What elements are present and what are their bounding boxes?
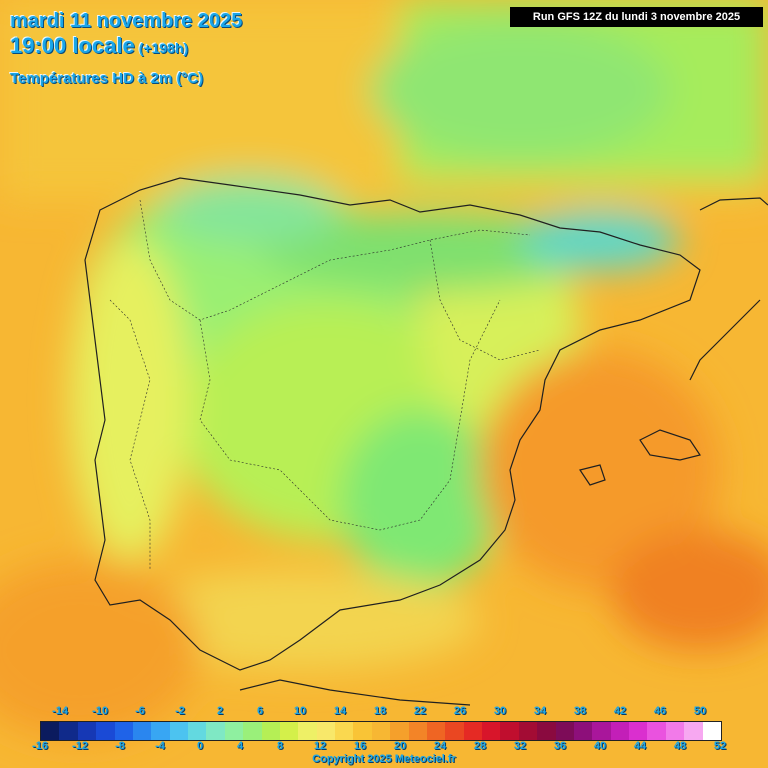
color-scale-swatch [482,722,501,740]
color-scale-tick-bottom: 16 [353,740,367,752]
color-scale-swatch [335,722,354,740]
color-scale-tick-top: 42 [613,705,627,717]
color-scale-tick-bottom: 28 [473,740,487,752]
color-scale-swatch [408,722,427,740]
color-scale-swatch [573,722,593,740]
color-scale-tick-top: -6 [135,705,145,717]
forecast-variable: Températures HD à 2m (°C) [10,70,204,87]
forecast-hour: 19:00 locale (+198h) [10,33,188,59]
color-scale-tick-top: 38 [573,705,587,717]
color-scale-swatch [261,722,280,740]
color-scale-tick-bottom: 12 [313,740,327,752]
color-scale-swatch [169,722,188,740]
color-scale-tick-bottom: 20 [393,740,407,752]
color-scale-swatch [592,722,611,740]
color-scale-swatch [702,722,721,740]
color-scale-swatch [151,722,170,740]
color-scale-swatch [629,722,648,740]
color-scale-tick-top: 30 [493,705,507,717]
color-scale-swatch [665,722,685,740]
color-scale-swatch [390,722,409,740]
color-scale-swatch [132,722,152,740]
color-scale-tick-bottom: -4 [155,740,165,752]
color-scale-swatch [518,722,538,740]
color-scale-swatch [279,722,299,740]
forecast-date: mardi 11 novembre 2025 [10,10,243,32]
color-scale-swatch [77,722,97,740]
color-scale-tick-bottom: -16 [32,740,48,752]
color-scale-tick-top: 26 [453,705,467,717]
color-scale-swatch [500,722,519,740]
color-scale [40,721,722,741]
color-scale-swatch [647,722,666,740]
color-scale-swatch [243,722,262,740]
copyright: Copyright 2025 Meteociel.fr [312,753,456,765]
borders [109,199,541,570]
color-scale-swatch [206,722,225,740]
color-scale-swatch [316,722,335,740]
color-scale-tick-bottom: -8 [115,740,125,752]
color-scale-swatch [96,722,115,740]
color-scale-swatch [371,722,391,740]
color-scale-tick-top: 2 [216,705,224,717]
run-label: Run GFS 12Z du lundi 3 novembre 2025 [510,7,763,27]
color-scale-tick-bottom: 52 [713,740,727,752]
color-scale-tick-top: 14 [333,705,347,717]
color-scale-swatch [445,722,464,740]
color-scale-tick-top: -10 [92,705,108,717]
color-scale-tick-bottom: 0 [196,740,204,752]
color-scale-tick-bottom: 32 [513,740,527,752]
temperature-field [0,0,768,740]
color-scale-tick-bottom: -12 [72,740,88,752]
color-scale-swatch [555,722,574,740]
color-scale-tick-bottom: 36 [553,740,567,752]
color-scale-swatch [353,722,372,740]
coastlines [84,177,768,706]
forecast-hour-text: 19:00 locale [10,33,135,58]
color-scale-swatch [684,722,703,740]
color-scale-swatch [188,722,207,740]
color-scale-tick-bottom: 24 [433,740,447,752]
color-scale-tick-top: 10 [293,705,307,717]
color-scale-tick-top: 34 [533,705,547,717]
color-scale-swatch [298,722,317,740]
color-scale-tick-top: 18 [373,705,387,717]
color-scale-tick-bottom: 4 [236,740,244,752]
forecast-lead-time: (+198h) [138,40,189,56]
color-scale-tick-top: 6 [256,705,264,717]
color-scale-swatch [59,722,78,740]
color-scale-swatch [41,722,60,740]
color-scale-tick-top: 46 [653,705,667,717]
color-scale-tick-bottom: 40 [593,740,607,752]
color-scale-tick-bottom: 48 [673,740,687,752]
color-scale-swatch [537,722,556,740]
color-scale-tick-top: -14 [52,705,68,717]
color-scale-swatch [224,722,244,740]
color-scale-tick-bottom: 44 [633,740,647,752]
color-scale-tick-top: 22 [413,705,427,717]
color-scale-swatch [114,722,133,740]
color-scale-tick-top: 50 [693,705,707,717]
color-scale-tick-bottom: 8 [276,740,284,752]
color-scale-swatch [426,722,446,740]
color-scale-swatch [463,722,482,740]
color-scale-tick-top: -2 [175,705,185,717]
color-scale-swatch [610,722,629,740]
